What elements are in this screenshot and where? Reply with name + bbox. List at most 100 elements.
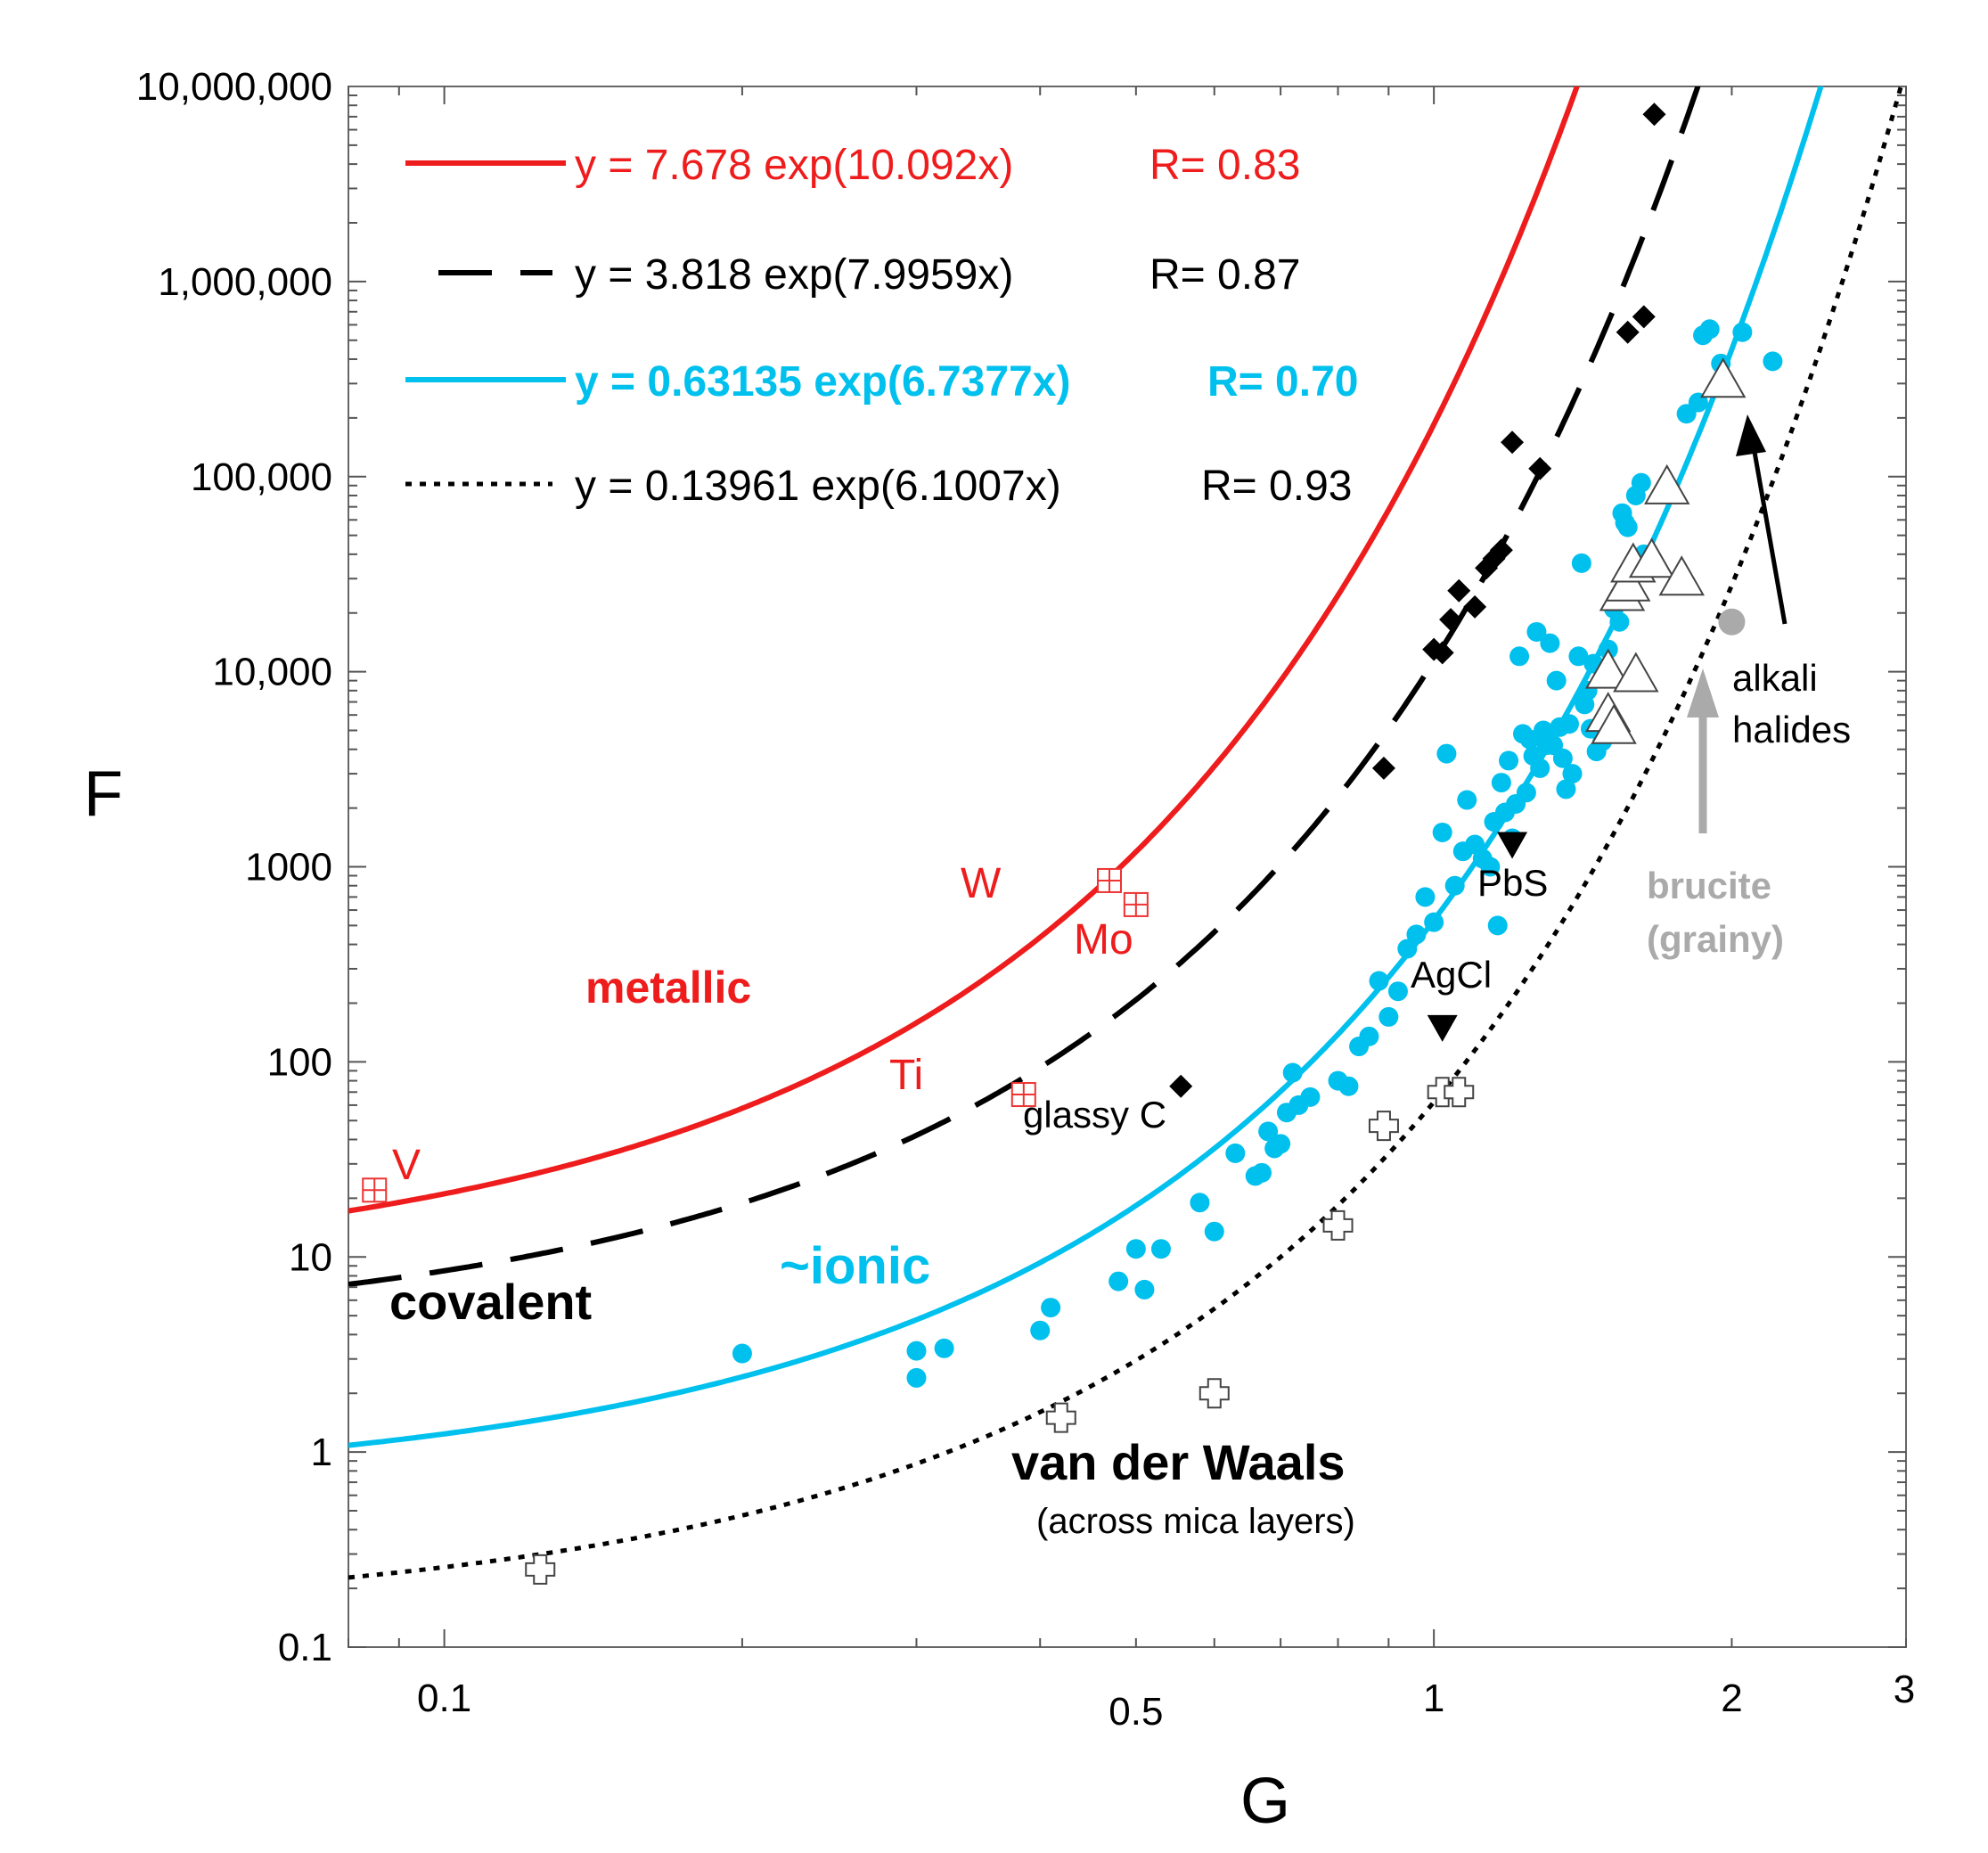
x-tick-label: 2 xyxy=(1721,1677,1742,1720)
y-tick-label: 1 xyxy=(311,1431,332,1474)
arrows-layer xyxy=(1687,414,1788,833)
annotation-ionic: ~ionic xyxy=(780,1237,930,1295)
data-point xyxy=(1322,1209,1354,1241)
y-axis-label: F xyxy=(84,758,123,830)
axis-ticks-layer: 0.1 1 10 100 1000 10,000 100,000 1,000,000 10,00… xyxy=(136,65,1915,1734)
data-point xyxy=(1558,714,1579,734)
data-point xyxy=(1463,594,1487,619)
data-point xyxy=(1439,608,1463,632)
data-point xyxy=(906,1367,927,1388)
y-tick-label: 100,000 xyxy=(191,455,332,499)
data-point xyxy=(732,1343,752,1364)
annotation-mica: (across mica layers) xyxy=(1036,1502,1355,1541)
legend-r-value: R= 0.83 xyxy=(1149,142,1300,189)
data-point xyxy=(1509,646,1530,667)
data-point xyxy=(1387,981,1408,1002)
data-point xyxy=(1533,720,1553,741)
label-alkali: alkali xyxy=(1732,657,1818,699)
x-tick-label: 1 xyxy=(1423,1677,1444,1720)
label-W: W xyxy=(961,860,1002,907)
data-point xyxy=(1199,1378,1230,1409)
data-point xyxy=(1732,322,1753,342)
data-point xyxy=(1225,1143,1246,1163)
label-V: V xyxy=(392,1142,421,1189)
legend-equation: y = 0.63135 exp(6.7377x) xyxy=(575,358,1070,406)
data-point xyxy=(1436,743,1457,764)
data-point xyxy=(1457,790,1477,810)
y-tick-label: 1,000,000 xyxy=(158,260,332,304)
data-point xyxy=(1546,670,1567,691)
label-agcl: AgCl xyxy=(1411,954,1492,996)
data-point xyxy=(1528,456,1552,480)
y-tick-label: 10 xyxy=(289,1235,332,1279)
label-Mo: Mo xyxy=(1074,916,1133,963)
data-point xyxy=(1368,1111,1399,1142)
data-point xyxy=(1444,875,1465,896)
data-point xyxy=(1568,646,1589,667)
data-point xyxy=(1379,1006,1399,1027)
data-point xyxy=(1540,633,1560,653)
data-point xyxy=(1489,538,1513,562)
data-point xyxy=(1480,857,1501,877)
data-point xyxy=(1642,102,1666,127)
data-point xyxy=(1552,748,1573,768)
data-point xyxy=(1397,939,1418,959)
data-point xyxy=(1584,648,1632,689)
alkali-halides-arrow-head xyxy=(1736,414,1766,456)
y-tick-label: 10,000,000 xyxy=(136,65,332,109)
legend-r-value: R= 0.87 xyxy=(1149,251,1300,299)
label-glassy-c: glassy C xyxy=(1023,1094,1166,1136)
data-point xyxy=(1501,430,1525,455)
data-point xyxy=(1497,832,1528,859)
x-tick-label: 0.1 xyxy=(417,1677,471,1720)
data-point xyxy=(1369,971,1389,991)
data-point xyxy=(1150,1239,1171,1259)
data-point xyxy=(1562,764,1583,784)
data-point xyxy=(1718,608,1746,635)
data-point xyxy=(1499,750,1519,771)
legend: y = 7.678 exp(10.092x) R= 0.83 y = 3.818 e… xyxy=(405,142,1358,510)
data-point xyxy=(1338,1076,1359,1096)
data-point xyxy=(1030,1320,1051,1341)
label-pbs: PbS xyxy=(1477,862,1548,904)
data-point xyxy=(1041,1298,1061,1318)
data-point xyxy=(1444,1077,1475,1108)
annotations: metallic covalent ~ionic van der Waals (… xyxy=(389,657,1851,1541)
label-halides: halides xyxy=(1732,709,1851,750)
data-point xyxy=(906,1341,927,1361)
data-point xyxy=(1658,555,1705,596)
data-point xyxy=(1613,652,1659,693)
x-axis-label: G xyxy=(1240,1766,1290,1837)
y-tick-label: 0.1 xyxy=(278,1626,332,1669)
data-point xyxy=(934,1338,954,1358)
data-point xyxy=(1271,1134,1291,1154)
data-point xyxy=(1282,1062,1303,1083)
data-point xyxy=(1169,1074,1193,1098)
annotation-covalent: covalent xyxy=(389,1274,592,1330)
data-point xyxy=(1447,578,1471,603)
data-point xyxy=(1109,1271,1129,1291)
y-tick-label: 1000 xyxy=(245,846,332,890)
data-point xyxy=(1251,1162,1272,1183)
data-point xyxy=(1571,553,1591,573)
fit-curve-van-der-waals xyxy=(348,86,1903,1580)
legend-equation: y = 3.818 exp(7.9959x) xyxy=(575,251,1013,299)
data-point xyxy=(1530,758,1550,778)
data-point xyxy=(1699,319,1720,340)
data-point xyxy=(1125,1239,1146,1259)
data-point xyxy=(1190,1193,1210,1213)
data-point xyxy=(1632,305,1656,329)
data-point xyxy=(1258,1121,1279,1142)
data-point xyxy=(1616,320,1640,344)
y-tick-label: 10,000 xyxy=(212,651,332,694)
label-Ti: Ti xyxy=(889,1052,923,1099)
data-point xyxy=(1134,1279,1155,1300)
data-point xyxy=(1556,779,1576,799)
data-point xyxy=(1631,472,1651,493)
annotation-metallic: metallic xyxy=(585,963,751,1013)
brucite-arrow-head xyxy=(1687,668,1719,717)
data-point xyxy=(1609,611,1630,632)
data-point xyxy=(1432,822,1452,842)
legend-equation: y = 7.678 exp(10.092x) xyxy=(575,142,1013,189)
